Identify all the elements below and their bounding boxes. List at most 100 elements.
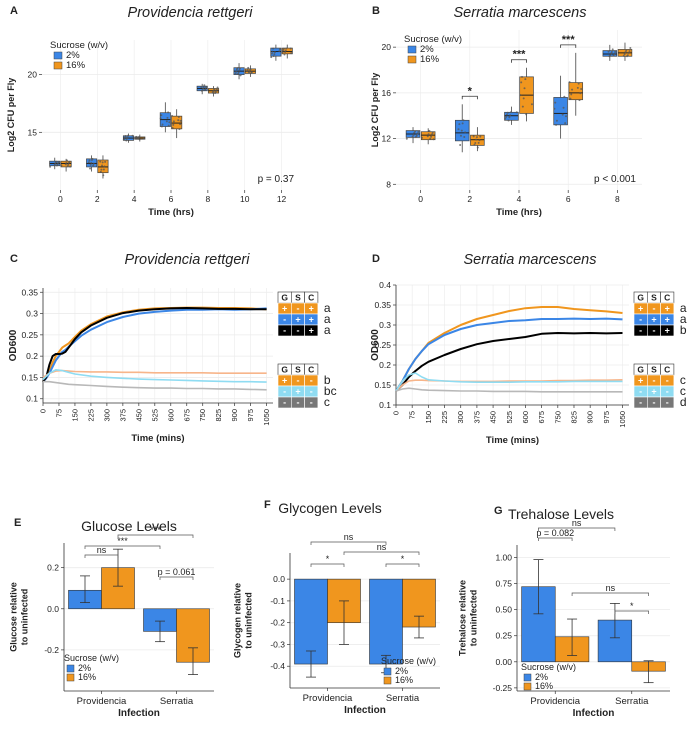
y-axis-label-line: to uninfected xyxy=(469,590,479,647)
legend-label: 2% xyxy=(420,44,434,55)
data-point xyxy=(569,97,572,100)
box xyxy=(171,115,183,130)
data-point xyxy=(414,136,417,138)
data-point xyxy=(430,133,433,136)
data-point xyxy=(211,91,214,94)
x-tick-label: 6 xyxy=(169,194,174,204)
series-line xyxy=(42,369,267,383)
data-point xyxy=(554,101,557,104)
data-point xyxy=(284,51,287,54)
data-point xyxy=(611,48,614,51)
x-axis-label: Infection xyxy=(573,708,615,719)
panel-letter: F xyxy=(264,499,271,511)
legend-swatch xyxy=(66,664,75,673)
panel-letter: C xyxy=(10,253,18,265)
data-point xyxy=(477,141,480,144)
group-letter: a xyxy=(680,312,687,326)
data-point xyxy=(247,71,250,74)
x-tick-label: 600 xyxy=(521,411,530,424)
data-point xyxy=(476,146,479,149)
data-point xyxy=(136,137,139,140)
legend-header: C xyxy=(308,293,314,303)
data-point xyxy=(171,114,174,117)
significance-bracket xyxy=(117,534,194,538)
data-point xyxy=(576,86,579,89)
data-point xyxy=(67,162,70,165)
data-point xyxy=(178,128,181,131)
x-tick-label: 75 xyxy=(408,411,417,419)
group-letter: d xyxy=(680,395,687,409)
x-axis-label: Time (hrs) xyxy=(496,207,542,218)
x-tick-label: 300 xyxy=(456,411,465,424)
legend-cell-sign: - xyxy=(296,376,299,386)
data-point xyxy=(524,78,527,81)
x-tick-label: 0 xyxy=(58,194,63,204)
data-point xyxy=(580,88,583,90)
y-tick-label: 0.00 xyxy=(495,657,512,667)
data-point xyxy=(504,117,507,120)
data-point xyxy=(167,124,170,127)
data-point xyxy=(420,136,423,139)
series-line xyxy=(395,387,623,393)
x-tick-label: 1050 xyxy=(262,409,271,426)
y-axis-label: Glycogen relativeto uninfected xyxy=(233,583,254,658)
legend-cell-sign: - xyxy=(639,315,642,325)
legend-cell-sign: + xyxy=(638,304,643,314)
significance-label: * xyxy=(401,554,405,564)
data-point xyxy=(89,163,92,166)
data-point xyxy=(273,51,276,54)
legend-cell xyxy=(660,396,675,409)
legend-cell-sign: + xyxy=(651,315,656,325)
data-point xyxy=(479,135,482,138)
x-tick-label: 525 xyxy=(505,411,514,424)
significance-bracket xyxy=(538,527,616,531)
data-point xyxy=(100,168,103,171)
x-tick-label: Providencia xyxy=(303,693,353,704)
data-point xyxy=(104,160,107,163)
x-tick-label: 6 xyxy=(566,194,571,204)
data-point xyxy=(239,74,242,77)
data-point xyxy=(238,67,241,70)
y-tick-label: -0.3 xyxy=(270,639,285,649)
x-tick-label: 300 xyxy=(102,409,111,422)
legend-title: Sucrose (w/v) xyxy=(50,40,108,51)
data-point xyxy=(66,165,69,168)
data-point xyxy=(66,159,69,162)
data-point xyxy=(416,132,419,135)
significance-label: * xyxy=(468,85,473,97)
x-tick-label: 900 xyxy=(586,411,595,424)
x-axis-label: Time (mins) xyxy=(131,433,184,444)
data-point xyxy=(460,129,463,132)
y-tick-label: 0.75 xyxy=(495,579,512,589)
x-tick-label: 4 xyxy=(132,194,137,204)
significance-bracket xyxy=(571,592,649,596)
legend-label: 2% xyxy=(535,672,548,682)
data-point xyxy=(200,86,203,89)
data-point xyxy=(522,97,525,100)
data-point xyxy=(473,143,476,146)
data-point xyxy=(99,170,102,173)
data-point xyxy=(553,107,556,110)
series-line xyxy=(395,317,623,392)
data-point xyxy=(88,159,91,162)
y-tick-label: 0.3 xyxy=(26,309,38,319)
panel-d: D Serratia marcescens 0.1 0.15 0.2 0.25 0.3 0.3… xyxy=(370,252,687,446)
data-point xyxy=(138,138,141,141)
data-point xyxy=(249,68,252,71)
bar xyxy=(101,567,135,610)
data-point xyxy=(430,135,433,138)
significance-bracket xyxy=(84,545,161,549)
panel-c-plot-area xyxy=(43,288,273,403)
significance-bracket xyxy=(310,541,387,545)
data-point xyxy=(179,119,182,122)
data-point xyxy=(563,95,566,98)
series-line xyxy=(395,379,623,392)
x-axis-label: Time (mins) xyxy=(486,435,539,446)
box xyxy=(97,159,109,174)
legend-label: 16% xyxy=(395,675,413,685)
y-tick-label: 15 xyxy=(28,127,38,137)
legend-cell-sign: + xyxy=(295,315,300,325)
y-tick-label: 20 xyxy=(28,70,38,80)
legend-cell-sign: - xyxy=(283,387,286,397)
significance-bracket xyxy=(511,59,527,63)
